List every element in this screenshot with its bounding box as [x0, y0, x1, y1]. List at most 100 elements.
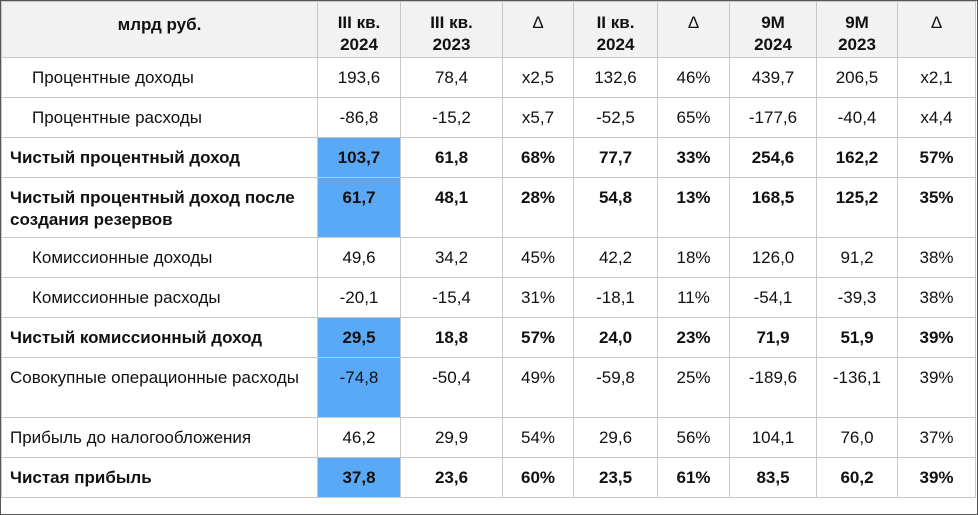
table-cell: 29,6: [573, 417, 658, 458]
table-cell: -59,8: [573, 357, 658, 418]
table-cell: 49,6: [317, 237, 401, 278]
header-q2-2024: II кв. 2024: [573, 1, 658, 58]
table-cell: 39%: [897, 357, 976, 418]
header-q3-2023: III кв. 2023: [400, 1, 503, 58]
table-cell: 439,7: [729, 57, 817, 98]
table-cell: 24,0: [573, 317, 658, 358]
table-cell: 54,8: [573, 177, 658, 238]
header-row: млрд руб. III кв. 2024 III кв. 2023 Δ II…: [1, 1, 976, 58]
table-row: Прибыль до налогообложения 46,2 29,9 54% 29,…: [1, 417, 976, 458]
table-cell: 71,9: [729, 317, 817, 358]
table-cell: -20,1: [317, 277, 401, 318]
table-cell: 60%: [502, 457, 574, 498]
header-9m-2024-text: 9М 2024: [754, 13, 792, 54]
header-q2-2024-text: II кв. 2024: [596, 13, 635, 54]
table-cell: 61,7: [317, 177, 401, 238]
table-cell: -15,4: [400, 277, 503, 318]
row-label: Совокупные операционные расходы: [1, 357, 318, 418]
table-cell: 91,2: [816, 237, 898, 278]
table-cell: 39%: [897, 457, 976, 498]
table-cell: 25%: [657, 357, 730, 418]
table-cell: 37%: [897, 417, 976, 458]
table-cell: 83,5: [729, 457, 817, 498]
table-cell: x4,4: [897, 97, 976, 138]
table-cell: 54%: [502, 417, 574, 458]
row-label: Комиссионные расходы: [1, 277, 318, 318]
table-cell: 45%: [502, 237, 574, 278]
table-cell: 29,9: [400, 417, 503, 458]
table-cell: -52,5: [573, 97, 658, 138]
table-cell: 35%: [897, 177, 976, 238]
table-cell: 46,2: [317, 417, 401, 458]
table-cell: 39%: [897, 317, 976, 358]
table-cell: 34,2: [400, 237, 503, 278]
row-label: Комиссионные доходы: [1, 237, 318, 278]
table-cell: 37,8: [317, 457, 401, 498]
financial-results-table: млрд руб. III кв. 2024 III кв. 2023 Δ II…: [1, 1, 976, 498]
table-cell: 42,2: [573, 237, 658, 278]
table-cell: 23,5: [573, 457, 658, 498]
table-cell: 77,7: [573, 137, 658, 178]
row-label: Чистый процентный доход: [1, 137, 318, 178]
table-row: Процентные доходы 193,6 78,4 x2,5 132,6 46% 43…: [1, 57, 976, 98]
table-row: Комиссионные доходы 49,6 34,2 45% 42,2 18% 126…: [1, 237, 976, 278]
table-cell: -86,8: [317, 97, 401, 138]
table-cell: 103,7: [317, 137, 401, 178]
table-cell: 78,4: [400, 57, 503, 98]
table-cell: -15,2: [400, 97, 503, 138]
table-cell: x2,1: [897, 57, 976, 98]
table-cell: 61,8: [400, 137, 503, 178]
row-label: Прибыль до налогообложения: [1, 417, 318, 458]
table-cell: 162,2: [816, 137, 898, 178]
table-cell: -54,1: [729, 277, 817, 318]
table-cell: x2,5: [502, 57, 574, 98]
header-delta-9m: Δ: [897, 1, 976, 58]
table-cell: 57%: [897, 137, 976, 178]
table-cell: 132,6: [573, 57, 658, 98]
header-delta-qoq: Δ: [657, 1, 730, 58]
table-cell: 61%: [657, 457, 730, 498]
table-row: Чистая прибыль 37,8 23,6 60% 23,5 61% 83,5 60,2…: [1, 457, 976, 498]
row-label: Чистая прибыль: [1, 457, 318, 498]
table-cell: 28%: [502, 177, 574, 238]
table-row: Совокупные операционные расходы -74,8 -50,…: [1, 357, 976, 418]
header-9m-2023-text: 9М 2023: [838, 13, 876, 54]
table-cell: -136,1: [816, 357, 898, 418]
header-9m-2023: 9М 2023: [816, 1, 898, 58]
table-cell: -18,1: [573, 277, 658, 318]
header-q3-2024: III кв. 2024: [317, 1, 401, 58]
table-cell: 48,1: [400, 177, 503, 238]
table-cell: 68%: [502, 137, 574, 178]
table-cell: 65%: [657, 97, 730, 138]
table-cell: 57%: [502, 317, 574, 358]
header-9m-2024: 9М 2024: [729, 1, 817, 58]
header-delta-yoy: Δ: [502, 1, 574, 58]
table-cell: 49%: [502, 357, 574, 418]
table-row: Чистый процентный доход после создания р…: [1, 177, 976, 238]
table-cell: 38%: [897, 277, 976, 318]
table-cell: 60,2: [816, 457, 898, 498]
table-cell: 31%: [502, 277, 574, 318]
table-cell: -50,4: [400, 357, 503, 418]
row-label: Процентные доходы: [1, 57, 318, 98]
table-cell: -189,6: [729, 357, 817, 418]
table-cell: 168,5: [729, 177, 817, 238]
table-row: Процентные расходы -86,8 -15,2 x5,7 -52,5 65%…: [1, 97, 976, 138]
table-cell: -74,8: [317, 357, 401, 418]
row-label: Чистый комиссионный доход: [1, 317, 318, 358]
table-cell: 29,5: [317, 317, 401, 358]
table-cell: 11%: [657, 277, 730, 318]
table-cell: 23,6: [400, 457, 503, 498]
table-cell: 33%: [657, 137, 730, 178]
table-cell: 13%: [657, 177, 730, 238]
table-cell: 76,0: [816, 417, 898, 458]
table-cell: 56%: [657, 417, 730, 458]
table-row: Чистый комиссионный доход 29,5 18,8 57% 24,0…: [1, 317, 976, 358]
table-cell: x5,7: [502, 97, 574, 138]
table-cell: 18,8: [400, 317, 503, 358]
table-cell: 126,0: [729, 237, 817, 278]
header-q3-2024-text: III кв. 2024: [337, 13, 381, 54]
table-cell: 206,5: [816, 57, 898, 98]
table-row: Комиссионные расходы -20,1 -15,4 31% -18,1 11…: [1, 277, 976, 318]
table-cell: -40,4: [816, 97, 898, 138]
